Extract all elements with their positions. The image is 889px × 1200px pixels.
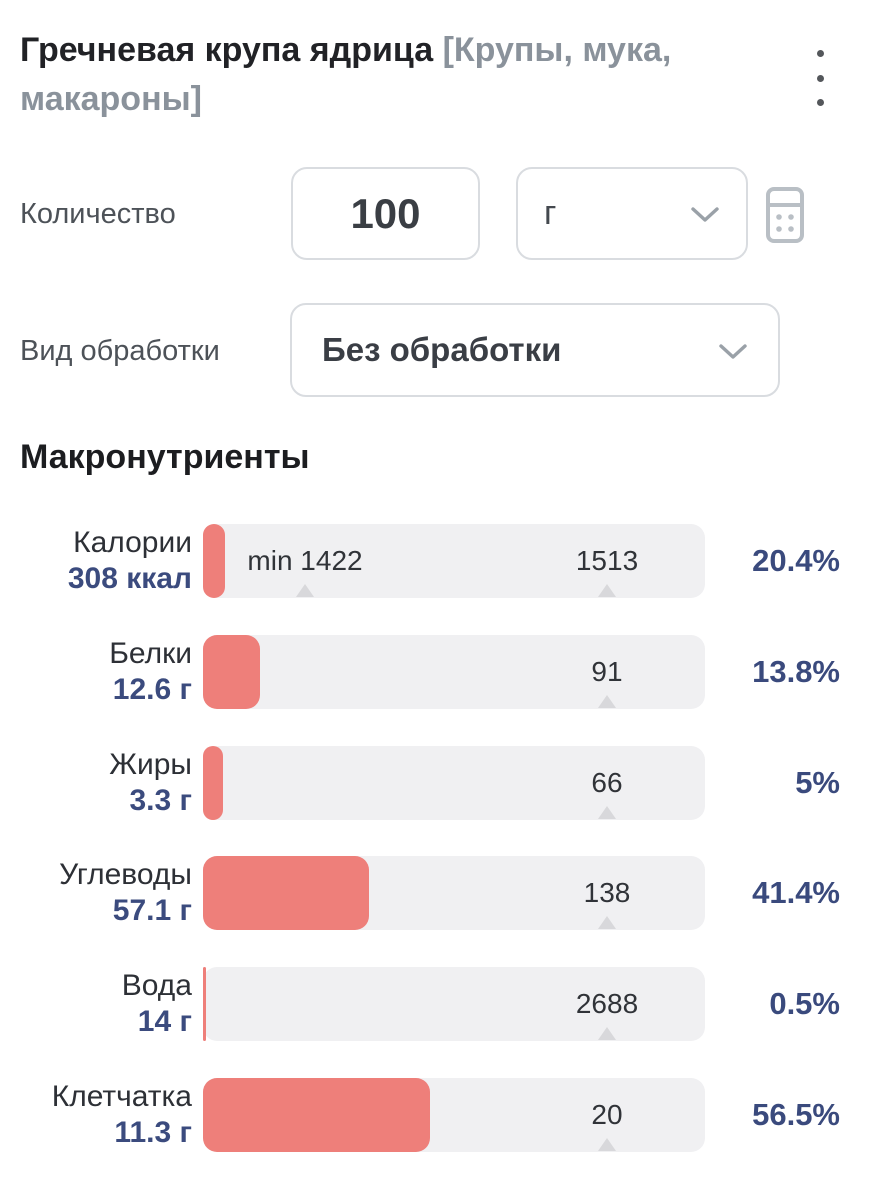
norm-label: 20 [591,1099,623,1130]
kebab-menu-icon[interactable] [804,50,836,106]
quantity-input[interactable] [291,167,480,260]
nutrient-label: Калории 308 ккал [0,524,192,598]
progress-fill [203,635,261,709]
norm-label: 138 [583,877,631,908]
nutrient-name: Вода [121,969,192,1002]
nutrient-amount: 14 г [137,1005,192,1038]
nutrient-row-carbs: Углеводы 57.1 г 138 41.4% [0,856,889,930]
nutrient-row-fat: Жиры 3.3 г 66 5% [0,746,889,820]
nutrient-row-calories: Калории 308 ккал min 1422 1513 20.4% [0,524,889,598]
progress-track: 138 [203,856,705,930]
chevron-down-icon [718,331,748,369]
nutrient-row-water: Вода 14 г 2688 0.5% [0,967,889,1041]
min-norm-label: min 1422 [247,545,363,576]
percent-value: 56.5% [752,1097,840,1132]
percent-value: 0.5% [769,986,840,1021]
norm-label: 1513 [575,545,639,576]
chevron-down-icon [690,194,720,233]
min-marker-icon [296,584,314,597]
nutrient-name: Калории [73,526,192,559]
nutrient-label: Углеводы 57.1 г [0,856,192,930]
percent-value: 20.4% [752,543,840,578]
nutrient-amount: 308 ккал [67,562,192,595]
progress-track: 66 [203,746,705,820]
norm-label: 2688 [575,988,639,1019]
kebab-dot [816,99,824,106]
nutrient-amount: 3.3 г [129,784,192,817]
norm-marker-icon [598,1027,616,1040]
nutrient-label: Клетчатка 11.3 г [0,1078,192,1152]
kebab-dot [816,74,824,82]
progress-fill [203,967,206,1041]
nutrient-amount: 12.6 г [112,673,192,706]
progress-track: 20 [203,1078,705,1152]
nutrient-row-fiber: Клетчатка 11.3 г 20 56.5% [0,1078,889,1152]
progress-track: 91 [203,635,705,709]
nutrient-name: Углеводы [59,858,192,891]
norm-marker-icon [598,1138,616,1151]
kebab-dot [816,50,824,57]
nutrient-label: Белки 12.6 г [0,635,192,709]
nutrient-name: Белки [109,637,192,670]
processing-selected-value: Без обработки [322,331,562,368]
progress-track: 2688 [203,967,705,1041]
percent-value: 41.4% [752,875,840,910]
nutrient-name: Жиры [109,748,192,781]
norm-label: 91 [591,656,623,687]
quantity-label: Количество [20,198,176,230]
norm-marker-icon [598,806,616,819]
calculator-icon[interactable] [764,186,806,249]
nutrient-name: Клетчатка [51,1080,192,1113]
progress-fill [203,746,223,820]
unit-select[interactable]: г [516,167,748,260]
nutrient-label: Вода 14 г [0,967,192,1041]
nutrient-amount: 11.3 г [114,1116,192,1149]
section-title: Макронутриенты [20,438,310,476]
nutrient-row-protein: Белки 12.6 г 91 13.8% [0,635,889,709]
norm-marker-icon [598,916,616,929]
nutrient-amount: 57.1 г [112,894,192,927]
norm-marker-icon [598,695,616,708]
food-category: [Крупы, мука, макароны] [20,31,672,119]
food-name: Гречневая крупа ядрица [20,31,434,69]
percent-value: 13.8% [752,654,840,689]
progress-fill [203,856,370,930]
progress-fill [203,1078,430,1152]
processing-select[interactable]: Без обработки [290,303,780,397]
norm-marker-icon [598,584,616,597]
progress-fill [203,524,226,598]
page-title: Гречневая крупа ядрица [Крупы, мука, мак… [20,26,772,125]
unit-selected-value: г [544,194,557,232]
norm-label: 66 [591,767,623,798]
processing-label: Вид обработки [20,335,220,367]
percent-value: 5% [795,765,840,800]
nutrient-label: Жиры 3.3 г [0,746,192,820]
progress-track: min 1422 1513 [203,524,705,598]
